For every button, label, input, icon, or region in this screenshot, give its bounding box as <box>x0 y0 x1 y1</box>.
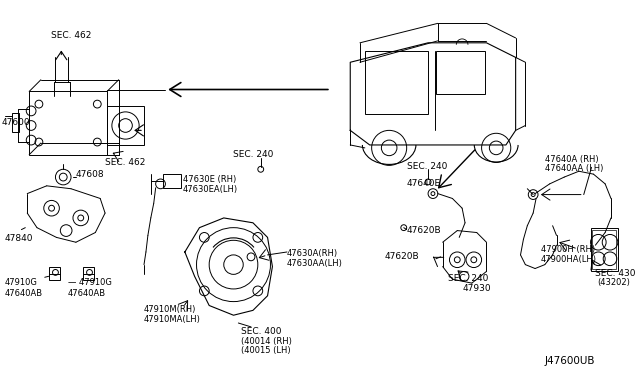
Text: SEC. 240: SEC. 240 <box>447 275 488 283</box>
Text: 47608: 47608 <box>76 170 104 179</box>
Bar <box>49 267 60 280</box>
Bar <box>365 51 428 114</box>
Text: 47640A (RH): 47640A (RH) <box>545 155 598 164</box>
Bar <box>591 228 618 272</box>
Text: J47600UB: J47600UB <box>545 356 595 366</box>
Text: (40014 (RH): (40014 (RH) <box>241 337 292 346</box>
Text: 47620B: 47620B <box>406 226 442 235</box>
Text: (40015 (LH): (40015 (LH) <box>241 346 291 355</box>
Text: 47630E (RH): 47630E (RH) <box>183 175 236 184</box>
Text: 47930: 47930 <box>462 284 491 293</box>
Text: 47640AB: 47640AB <box>68 289 106 298</box>
Text: 47910G: 47910G <box>5 278 38 287</box>
Text: 47630A(RH): 47630A(RH) <box>287 249 338 258</box>
Text: 47640AA (LH): 47640AA (LH) <box>545 164 604 173</box>
Text: 47640AB: 47640AB <box>5 289 43 298</box>
Text: SEC. 462: SEC. 462 <box>105 158 145 167</box>
Text: SEC. 400: SEC. 400 <box>241 327 282 336</box>
Bar <box>436 51 484 94</box>
Text: SEC. 240: SEC. 240 <box>234 150 274 159</box>
Text: SEC. 240: SEC. 240 <box>406 163 447 171</box>
Text: SEC. 462: SEC. 462 <box>51 31 91 40</box>
Text: (43202): (43202) <box>597 278 630 287</box>
Bar <box>12 113 19 132</box>
Text: 47630AA(LH): 47630AA(LH) <box>287 259 343 268</box>
Text: 47630EA(LH): 47630EA(LH) <box>183 185 238 194</box>
Text: 47910M(RH): 47910M(RH) <box>144 305 196 314</box>
Text: 47620B: 47620B <box>384 252 419 261</box>
Text: — 47910G: — 47910G <box>68 278 112 287</box>
Text: 47600: 47600 <box>2 118 31 127</box>
Text: SEC. 430: SEC. 430 <box>595 269 636 278</box>
Text: 47640E: 47640E <box>406 179 441 188</box>
Text: 47840: 47840 <box>5 234 33 243</box>
Text: 47900H (RH): 47900H (RH) <box>541 245 595 254</box>
Text: 47900HA(LH): 47900HA(LH) <box>541 255 597 264</box>
Bar <box>83 267 94 280</box>
Bar <box>163 174 181 188</box>
Text: 47910MA(LH): 47910MA(LH) <box>144 315 201 324</box>
Bar <box>593 230 616 269</box>
Bar <box>29 92 107 155</box>
Bar <box>107 106 144 145</box>
